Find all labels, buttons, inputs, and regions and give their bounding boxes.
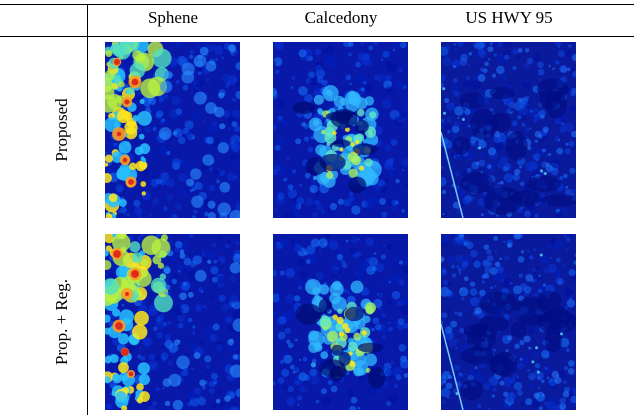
column-header-calcedony: Calcedony <box>304 8 378 27</box>
error-map-proposed-calcedony <box>273 42 408 218</box>
column-header-sphene: Sphene <box>147 8 199 27</box>
error-map-proposed-us-hwy-95 <box>441 42 576 218</box>
error-map-prop-reg-calcedony <box>273 234 408 410</box>
table-top-rule <box>0 4 634 5</box>
error-map-prop-reg-us-hwy-95 <box>441 234 576 410</box>
row-label-proposed: Proposed <box>52 98 71 162</box>
column-header-us-hwy-95: US HWY 95 <box>465 8 553 27</box>
row-label-prop-reg: Prop. + Reg. <box>52 278 71 366</box>
error-map-proposed-sphene <box>105 42 240 218</box>
header-bottom-rule <box>0 36 634 37</box>
error-map-prop-reg-sphene <box>105 234 240 410</box>
row-label-divider <box>87 4 88 415</box>
